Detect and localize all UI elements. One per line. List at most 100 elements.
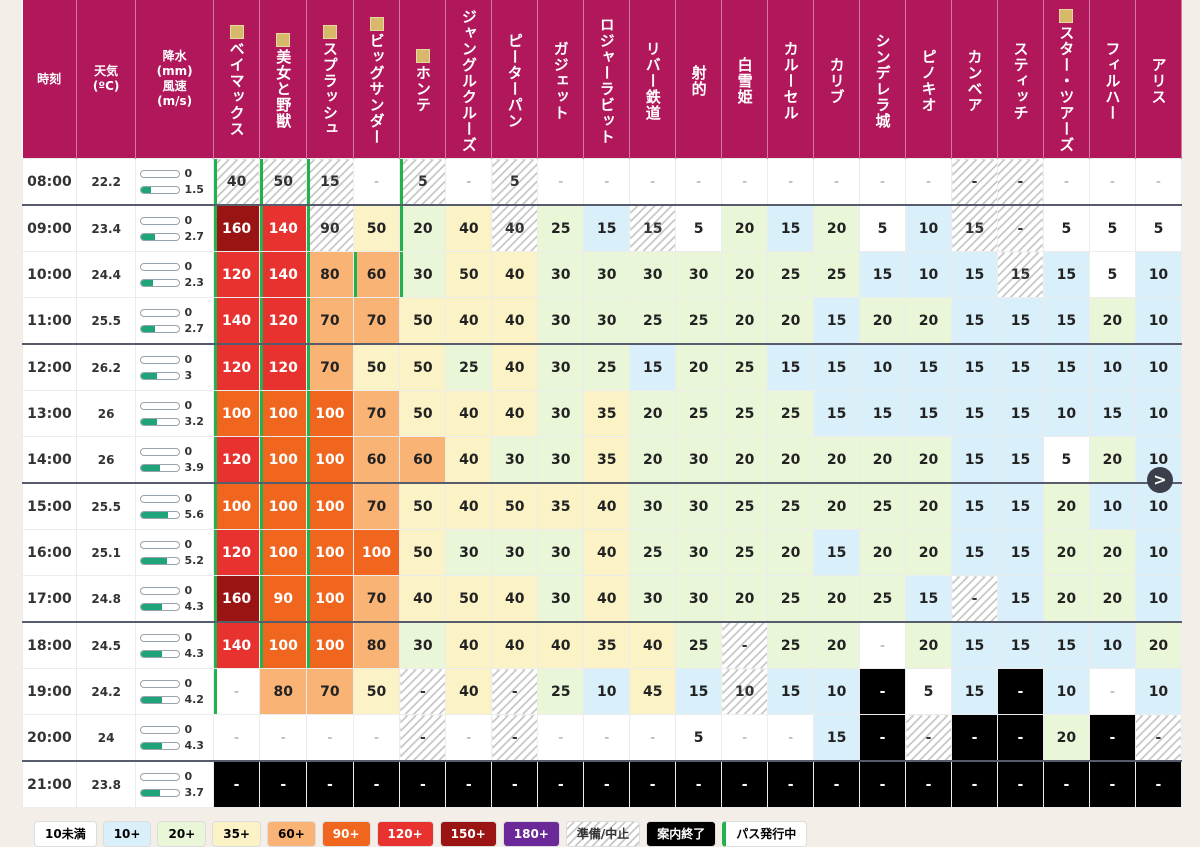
wait-time-cell[interactable]: 20 — [629, 390, 677, 437]
wait-time-cell[interactable]: 90 — [259, 575, 308, 623]
wait-time-cell[interactable]: 25 — [721, 482, 769, 530]
wait-time-cell[interactable]: 70 — [352, 390, 401, 437]
wait-time-cell[interactable]: 30 — [537, 251, 585, 298]
wait-time-cell[interactable]: 100 — [259, 390, 308, 437]
wait-time-cell[interactable]: - — [212, 714, 261, 762]
wait-time-cell[interactable]: 120 — [212, 343, 261, 391]
wait-time-cell[interactable]: 40 — [491, 621, 539, 669]
wait-time-cell[interactable]: 20 — [767, 297, 815, 345]
wait-time-cell[interactable]: - — [951, 158, 998, 206]
wait-time-cell[interactable]: 15 — [767, 668, 815, 715]
wait-time-cell[interactable]: - — [629, 714, 677, 762]
wait-time-cell[interactable]: 15 — [996, 529, 1044, 576]
wait-time-cell[interactable]: - — [996, 204, 1044, 252]
wait-time-cell[interactable]: 50 — [399, 390, 447, 437]
wait-time-cell[interactable]: 100 — [259, 436, 308, 484]
wait-time-cell[interactable]: 100 — [259, 482, 308, 530]
wait-time-cell[interactable]: 30 — [445, 529, 493, 576]
wait-time-cell[interactable]: 30 — [537, 343, 585, 391]
wait-time-cell[interactable]: 20 — [399, 204, 447, 252]
wait-time-cell[interactable]: - — [583, 158, 631, 206]
wait-time-cell[interactable]: 20 — [767, 529, 815, 576]
wait-time-cell[interactable]: 30 — [675, 529, 723, 576]
wait-time-cell[interactable]: - — [859, 158, 907, 206]
wait-time-cell[interactable]: 15 — [813, 297, 861, 345]
wait-time-cell[interactable]: 15 — [996, 390, 1044, 437]
wait-time-cell[interactable]: 20 — [905, 436, 952, 484]
wait-time-cell[interactable]: 15 — [951, 204, 998, 252]
wait-time-cell[interactable]: 20 — [813, 482, 861, 530]
wait-time-cell[interactable]: 40 — [491, 297, 539, 345]
wait-time-cell[interactable]: 25 — [767, 575, 815, 623]
wait-time-cell[interactable]: 25 — [629, 529, 677, 576]
wait-time-cell[interactable]: 40 — [629, 621, 677, 669]
attraction-header-15[interactable]: ピノキオ — [905, 0, 952, 159]
wait-time-cell[interactable]: 15 — [813, 390, 861, 437]
wait-time-cell[interactable]: 30 — [491, 436, 539, 484]
attraction-header-19[interactable]: フィルハー — [1089, 0, 1136, 159]
wait-time-cell[interactable]: 20 — [675, 343, 723, 391]
wait-time-cell[interactable]: 15 — [813, 343, 861, 391]
wait-time-cell[interactable]: 30 — [583, 251, 631, 298]
wait-time-cell[interactable]: 120 — [212, 436, 261, 484]
wait-time-cell[interactable]: 20 — [1134, 621, 1182, 669]
wait-time-cell[interactable]: 25 — [629, 297, 677, 345]
wait-time-cell[interactable]: 40 — [445, 204, 493, 252]
wait-time-cell[interactable]: 40 — [491, 204, 539, 252]
wait-time-cell[interactable]: 120 — [212, 251, 261, 298]
wait-time-cell[interactable]: - — [859, 621, 907, 669]
attraction-header-17[interactable]: スティッチ — [997, 0, 1044, 159]
wait-time-cell[interactable]: - — [721, 760, 769, 808]
wait-time-cell[interactable]: 15 — [996, 251, 1044, 298]
wait-time-cell[interactable]: 15 — [951, 436, 998, 484]
wait-time-cell[interactable]: 20 — [1042, 482, 1090, 530]
wait-time-cell[interactable]: - — [537, 760, 585, 808]
wait-time-cell[interactable]: 30 — [629, 251, 677, 298]
wait-time-cell[interactable]: 50 — [399, 482, 447, 530]
attraction-header-1[interactable]: 美女と野獣 — [259, 0, 308, 159]
wait-time-cell[interactable]: - — [445, 158, 493, 206]
wait-time-cell[interactable]: 20 — [1088, 575, 1136, 623]
wait-time-cell[interactable]: 40 — [445, 436, 493, 484]
wait-time-cell[interactable]: - — [259, 714, 308, 762]
wait-time-cell[interactable]: - — [352, 760, 401, 808]
wait-time-cell[interactable]: 40 — [212, 158, 261, 206]
wait-time-cell[interactable]: 5 — [859, 204, 907, 252]
wait-time-cell[interactable]: 50 — [491, 482, 539, 530]
wait-time-cell[interactable]: 20 — [1088, 297, 1136, 345]
wait-time-cell[interactable]: 40 — [583, 529, 631, 576]
wait-time-cell[interactable]: 10 — [1134, 343, 1182, 391]
wait-time-cell[interactable]: 15 — [1042, 297, 1090, 345]
wait-time-cell[interactable]: - — [445, 714, 493, 762]
wait-time-cell[interactable]: 5 — [1042, 436, 1090, 484]
wait-time-cell[interactable]: 10 — [813, 668, 861, 715]
wait-time-cell[interactable]: 40 — [445, 621, 493, 669]
wait-time-cell[interactable]: 30 — [675, 575, 723, 623]
wait-time-cell[interactable]: 40 — [491, 390, 539, 437]
wait-time-cell[interactable]: 10 — [583, 668, 631, 715]
wait-time-cell[interactable]: 25 — [767, 251, 815, 298]
wait-time-cell[interactable]: 25 — [675, 297, 723, 345]
wait-time-cell[interactable]: 25 — [537, 668, 585, 715]
wait-time-cell[interactable]: 10 — [905, 251, 952, 298]
wait-time-cell[interactable]: 40 — [491, 575, 539, 623]
wait-time-cell[interactable]: 40 — [491, 343, 539, 391]
wait-time-cell[interactable]: 10 — [1134, 390, 1182, 437]
wait-time-cell[interactable]: - — [491, 714, 539, 762]
wait-time-cell[interactable]: 90 — [306, 204, 354, 252]
wait-time-cell[interactable]: 35 — [583, 390, 631, 437]
wait-time-cell[interactable]: 100 — [306, 482, 354, 530]
wait-time-cell[interactable]: 100 — [212, 482, 261, 530]
wait-time-cell[interactable]: 15 — [859, 251, 907, 298]
wait-time-cell[interactable]: 25 — [675, 390, 723, 437]
wait-time-cell[interactable]: 20 — [721, 436, 769, 484]
wait-time-cell[interactable]: 120 — [212, 529, 261, 576]
wait-time-cell[interactable]: 5 — [399, 158, 447, 206]
wait-time-cell[interactable]: 30 — [537, 390, 585, 437]
wait-time-cell[interactable]: - — [767, 714, 815, 762]
wait-time-cell[interactable]: 20 — [905, 621, 952, 669]
wait-time-cell[interactable]: 40 — [583, 575, 631, 623]
wait-time-cell[interactable]: 40 — [445, 482, 493, 530]
wait-time-cell[interactable]: 40 — [445, 668, 493, 715]
wait-time-cell[interactable]: - — [212, 760, 261, 808]
